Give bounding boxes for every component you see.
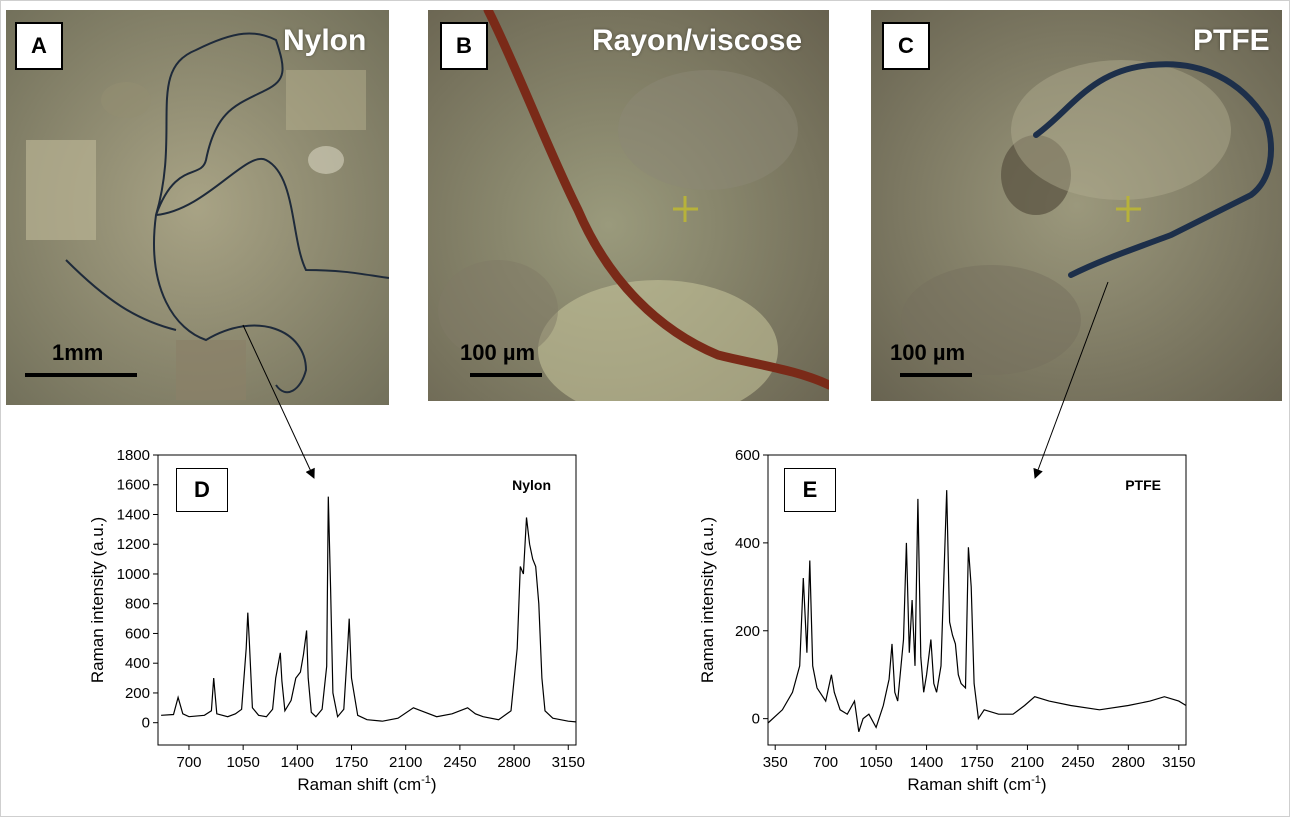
chart-d-xtick-label: 2100	[389, 754, 422, 771]
crosshair-b	[673, 196, 698, 222]
chart-d-ytick-label: 1800	[117, 447, 150, 464]
panel-title-a: Nylon	[283, 24, 367, 57]
chart-e-xtick-label: 2450	[1061, 754, 1094, 771]
chart-e-series-line	[767, 490, 1187, 732]
chart-e: 350 700 1050 1400 1750 2100 2450 2800 3150 0 200 40…	[698, 447, 1195, 794]
chart-e-legend: PTFE	[1125, 477, 1161, 493]
chart-d-xtick-label: 1050	[226, 754, 259, 771]
crosshair-c	[1116, 196, 1141, 222]
chart-e-ytick-label: 0	[752, 711, 760, 728]
chart-d-ylabel: Raman intensity (a.u.)	[88, 517, 107, 683]
chart-e-xtick-label: 2800	[1112, 754, 1145, 771]
chart-d-legend: Nylon	[512, 477, 551, 493]
chart-e-ylabel: Raman intensity (a.u.)	[698, 517, 717, 683]
scale-label-b: 100 µm	[460, 340, 536, 365]
chart-e-ytick-label: 200	[735, 623, 760, 640]
panel-letter-e: E	[784, 468, 836, 512]
chart-d-ytick-label: 600	[125, 625, 150, 642]
panel-letter-a: A	[15, 22, 63, 70]
scale-bar-a	[25, 373, 137, 377]
chart-d-ytick-label: 200	[125, 685, 150, 702]
panel-title-b: Rayon/viscose	[592, 24, 803, 57]
chart-d-xtick-label: 1400	[281, 754, 314, 771]
chart-d-series-line	[161, 496, 577, 723]
chart-d-xtick-label: 2450	[443, 754, 476, 771]
chart-e-xtick-label: 1400	[910, 754, 943, 771]
chart-e-xtick-label: 1050	[859, 754, 892, 771]
chart-d: 700 1050 1400 1750 2100 2450 2800 3150 0 200 400 60…	[88, 447, 585, 794]
chart-e-xtick-label: 2100	[1011, 754, 1044, 771]
chart-d-xtick-label: 1750	[335, 754, 368, 771]
arrow-c-to-e	[1033, 281, 1109, 479]
chart-e-ytick-label: 600	[735, 447, 760, 464]
chart-d-xtick-label: 3150	[552, 754, 585, 771]
scale-label-c: 100 µm	[890, 340, 966, 365]
scale-bar-c	[900, 373, 972, 377]
scale-label-a: 1mm	[52, 340, 104, 365]
chart-e-xtick-label: 350	[763, 754, 788, 771]
micrograph-a-image	[6, 10, 389, 405]
arrow-a-to-d	[242, 324, 315, 479]
micrograph-b	[428, 10, 829, 401]
panel-letter-c: C	[882, 22, 930, 70]
chart-d-ytick-label: 1400	[117, 506, 150, 523]
chart-e-xtick-label: 1750	[960, 754, 993, 771]
panel-letter-d: D	[176, 468, 228, 512]
chart-d-ytick-label: 1600	[117, 477, 150, 494]
chart-d-ytick-label: 800	[125, 596, 150, 613]
chart-e-xtick-label: 700	[813, 754, 838, 771]
micrograph-c-image	[871, 10, 1282, 401]
panel-title-c: PTFE	[1193, 24, 1270, 57]
scale-bar-b	[470, 373, 542, 377]
panel-letter-b: B	[440, 22, 488, 70]
chart-e-ytick-label: 400	[735, 535, 760, 552]
chart-d-ytick-label: 1000	[117, 566, 150, 583]
chart-d-ytick-label: 400	[125, 655, 150, 672]
chart-d-xlabel: Raman shift (cm-1)	[297, 774, 436, 794]
micrograph-b-image	[428, 10, 829, 401]
ptfe-fiber	[1033, 61, 1274, 278]
micrograph-a	[6, 10, 389, 405]
chart-d-ytick-label: 1200	[117, 536, 150, 553]
chart-d-xtick-label: 2800	[497, 754, 530, 771]
micrograph-c	[871, 10, 1282, 401]
chart-e-xtick-label: 3150	[1162, 754, 1195, 771]
chart-e-xlabel: Raman shift (cm-1)	[907, 774, 1046, 794]
chart-d-plot-area	[157, 454, 577, 746]
chart-d-xtick-label: 700	[176, 754, 201, 771]
nylon-fiber	[65, 32, 389, 394]
chart-d-ytick-label: 0	[142, 715, 150, 732]
rayon-fiber	[483, 10, 829, 390]
